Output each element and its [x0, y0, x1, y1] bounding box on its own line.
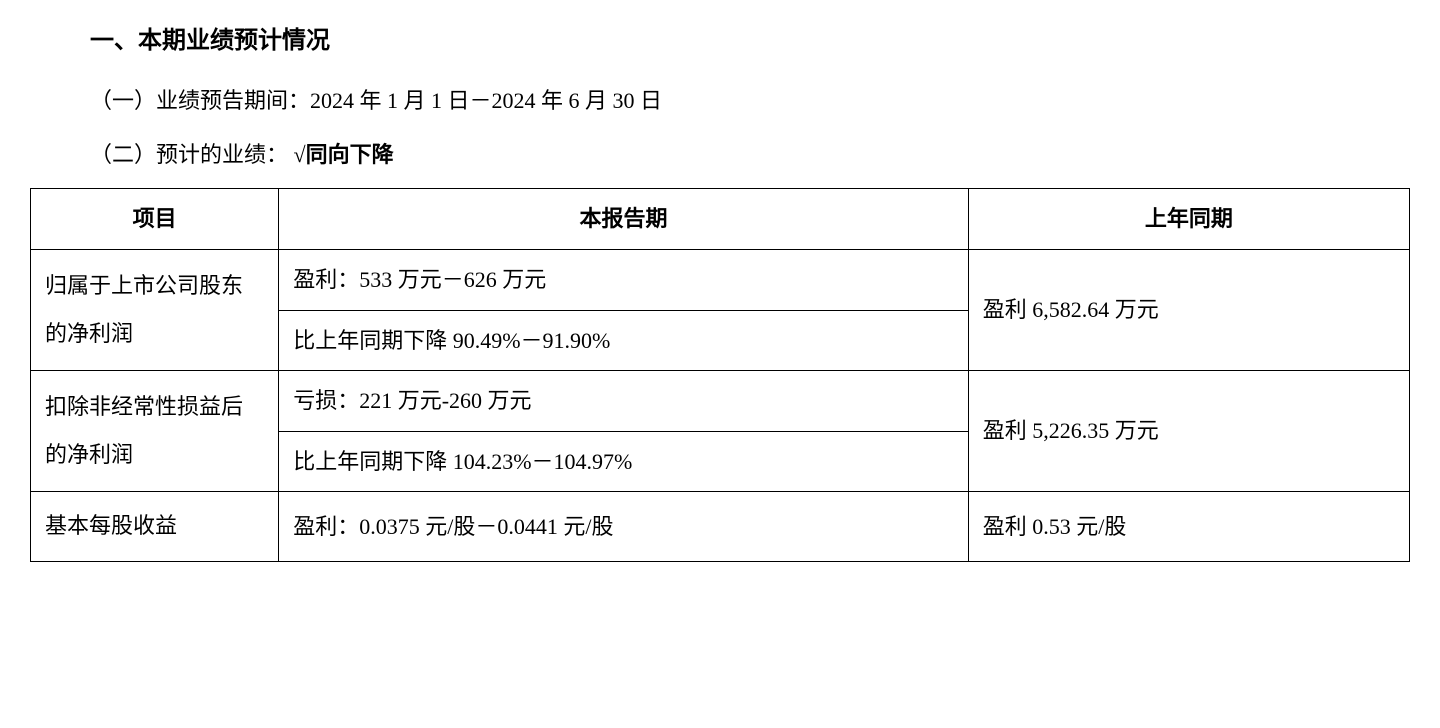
row-prior: 盈利 5,226.35 万元 [968, 371, 1409, 492]
row-current-a: 亏损：221 万元-260 万元 [279, 371, 969, 432]
row-label: 扣除非经常性损益后的净利润 [31, 371, 279, 492]
header-item: 项目 [31, 189, 279, 250]
table-header-row: 项目 本报告期 上年同期 [31, 189, 1410, 250]
forecast-check: √同向下降 [294, 142, 394, 167]
table-row: 基本每股收益 盈利：0.0375 元/股－0.0441 元/股 盈利 0.53 … [31, 492, 1410, 561]
row-label: 基本每股收益 [31, 492, 279, 561]
table-row: 扣除非经常性损益后的净利润 亏损：221 万元-260 万元 盈利 5,226.… [31, 371, 1410, 432]
forecast-line: （二）预计的业绩： √同向下降 [30, 135, 1410, 175]
forecast-prefix: （二）预计的业绩： [90, 142, 288, 167]
row-current: 盈利：0.0375 元/股－0.0441 元/股 [279, 492, 969, 561]
header-current: 本报告期 [279, 189, 969, 250]
period-line: （一）业绩预告期间：2024 年 1 月 1 日－2024 年 6 月 30 日 [30, 81, 1410, 121]
row-current-b: 比上年同期下降 104.23%－104.97% [279, 431, 969, 492]
forecast-table: 项目 本报告期 上年同期 归属于上市公司股东的净利润 盈利：533 万元－626… [30, 188, 1410, 561]
row-current-a: 盈利：533 万元－626 万元 [279, 249, 969, 310]
row-prior: 盈利 0.53 元/股 [968, 492, 1409, 561]
row-current-b: 比上年同期下降 90.49%－91.90% [279, 310, 969, 371]
row-prior: 盈利 6,582.64 万元 [968, 249, 1409, 370]
section-heading: 一、本期业绩预计情况 [30, 20, 1410, 63]
header-prior: 上年同期 [968, 189, 1409, 250]
table-row: 归属于上市公司股东的净利润 盈利：533 万元－626 万元 盈利 6,582.… [31, 249, 1410, 310]
row-label: 归属于上市公司股东的净利润 [31, 249, 279, 370]
